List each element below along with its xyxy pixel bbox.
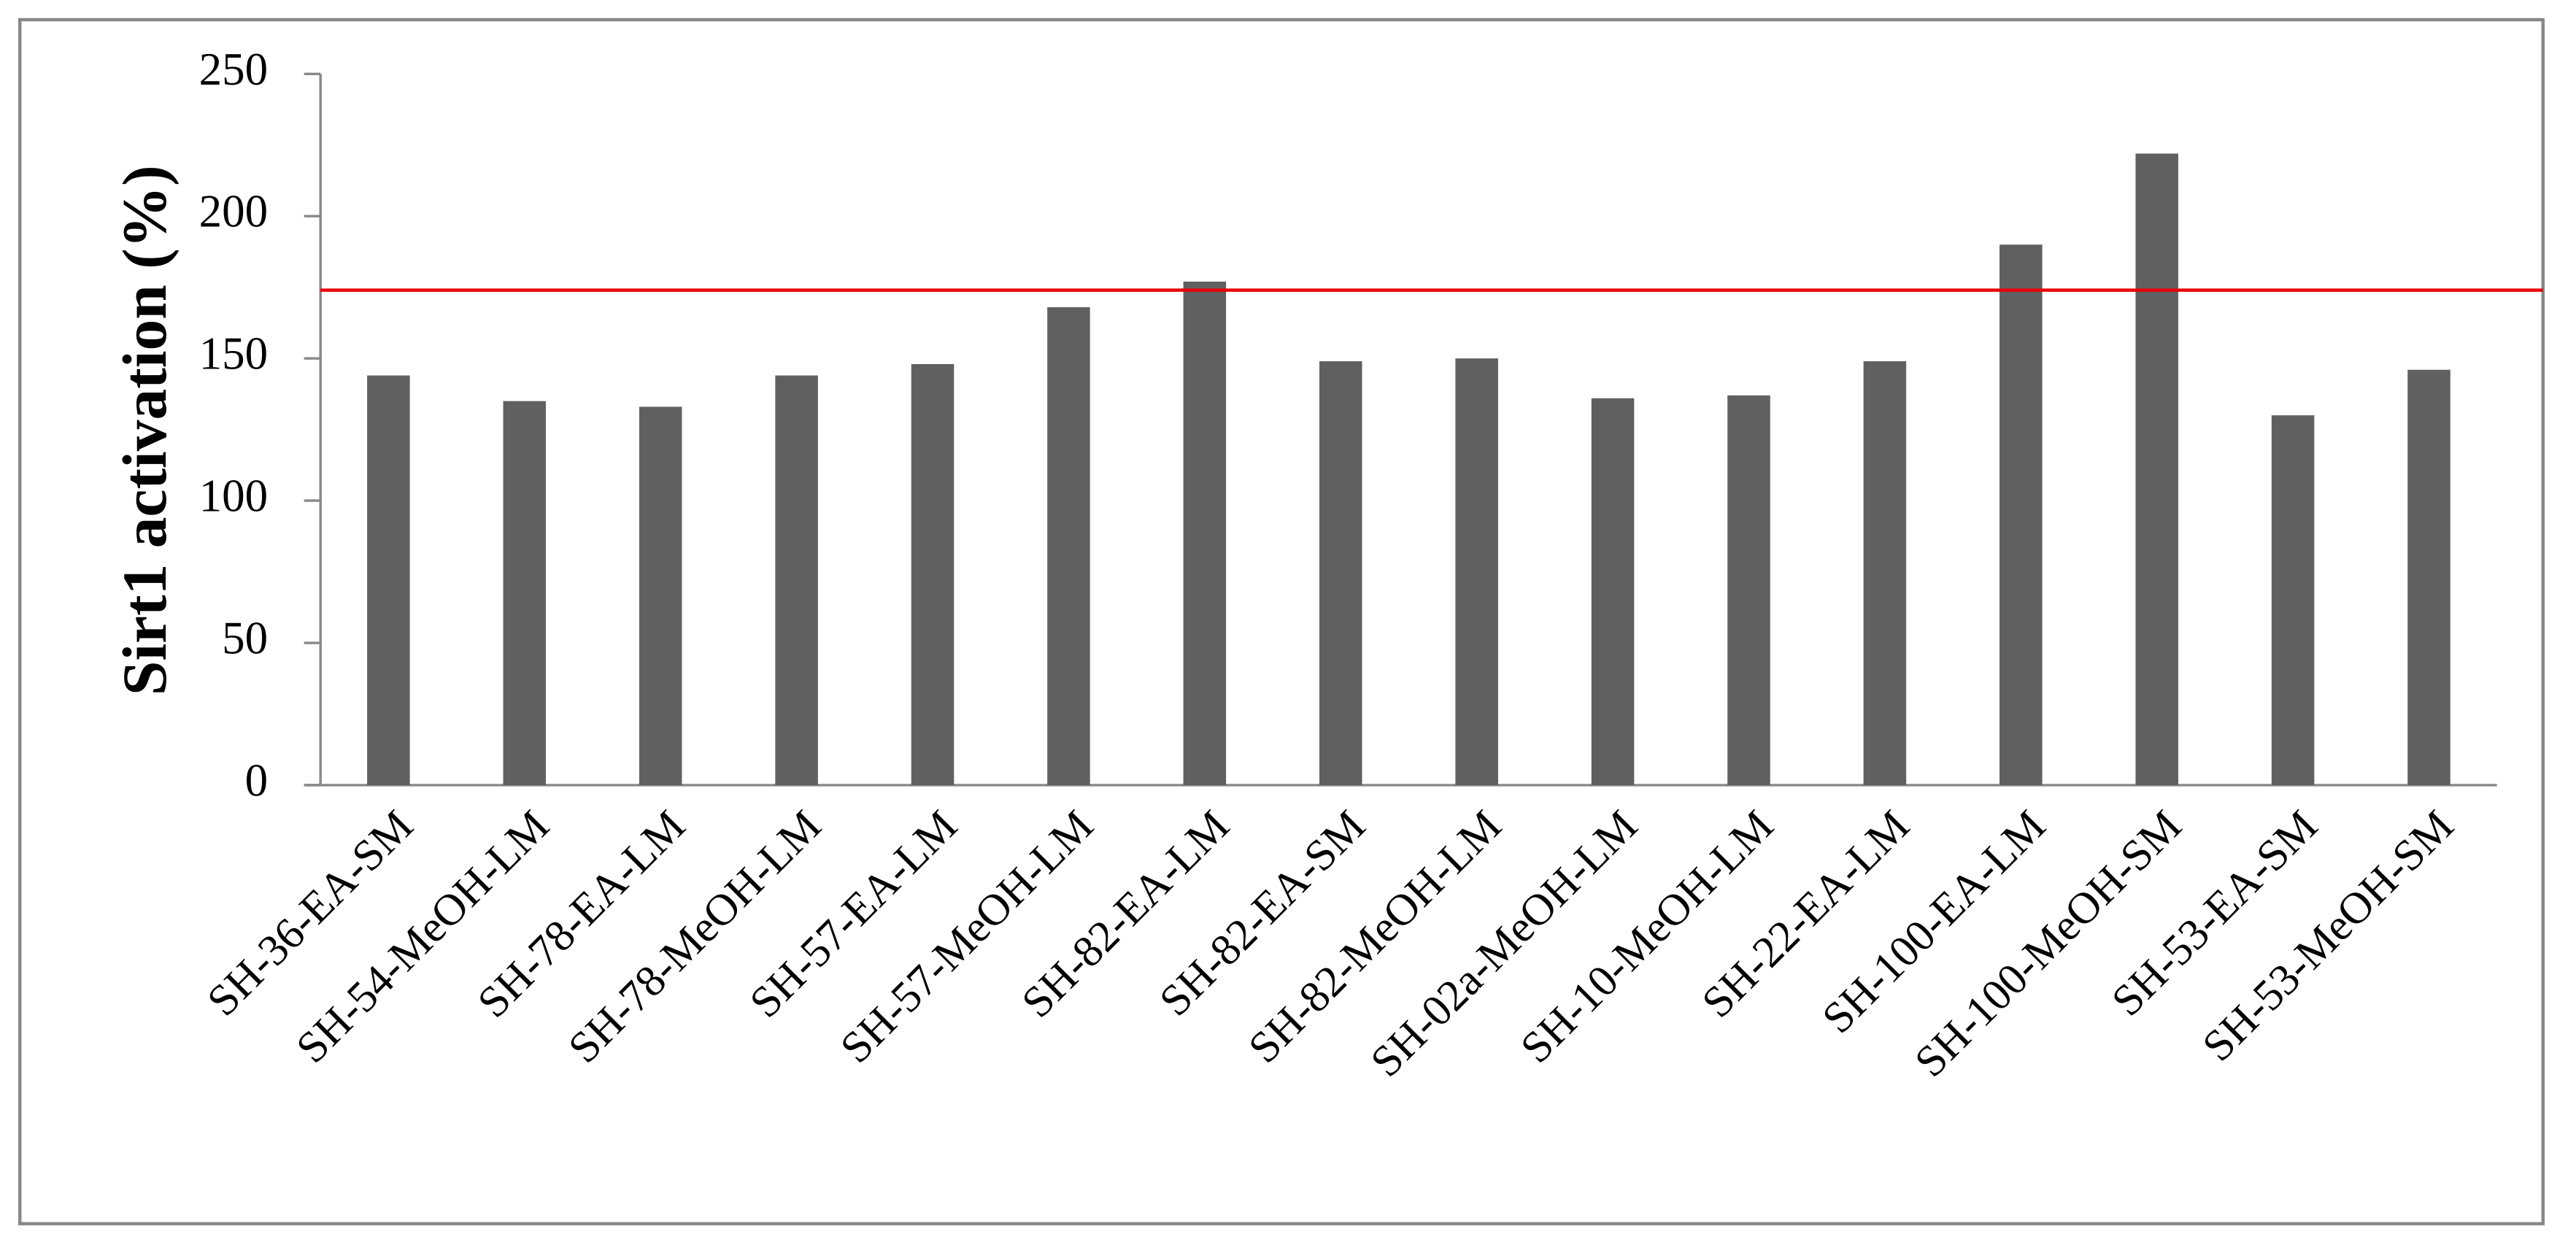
bar [2271, 415, 2315, 785]
y-tick-label: 200 [199, 186, 269, 237]
bar [1047, 306, 1090, 785]
bar [2407, 369, 2450, 785]
y-tick-label: 50 [222, 613, 268, 664]
bar [2135, 153, 2178, 785]
bar [1863, 361, 1907, 785]
y-axis-title: Sirt1 activation (%) [110, 165, 180, 695]
y-tick-label: 150 [199, 328, 269, 379]
bar [775, 375, 818, 785]
bar [367, 375, 410, 785]
bar [1727, 395, 1770, 785]
y-tick-label: 100 [199, 471, 269, 522]
chart-border [18, 18, 2545, 1226]
y-tick-label: 250 [199, 44, 269, 95]
bar [639, 406, 682, 785]
y-tick-label: 0 [245, 755, 269, 806]
bar [1319, 361, 1362, 785]
bar [503, 401, 547, 785]
bar [1591, 398, 1635, 785]
bar [1183, 281, 1227, 785]
bar [911, 363, 955, 785]
bar [2000, 244, 2043, 785]
bar [1455, 358, 1498, 785]
